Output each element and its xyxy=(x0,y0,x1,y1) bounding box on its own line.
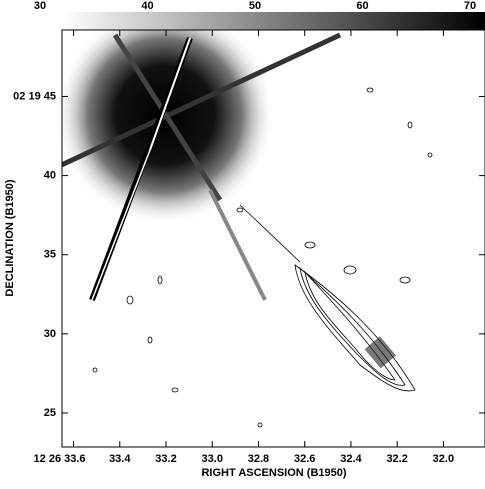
plot-frame xyxy=(61,29,485,448)
x-tick-label: 32.4 xyxy=(340,453,362,465)
colorbar-tick-label: 60 xyxy=(356,0,368,12)
x-tick-label: 33.2 xyxy=(155,453,176,465)
x-tick-label: 32.2 xyxy=(386,453,407,465)
x-tick-label: 33.4 xyxy=(109,453,131,465)
y-tick-label: 02 19 45 xyxy=(13,90,56,102)
y-tick-label: 40 xyxy=(44,170,56,182)
y-tick-label: 30 xyxy=(44,328,56,340)
colorbar-tick-label: 50 xyxy=(249,0,261,12)
y-tick-label: 25 xyxy=(44,407,56,419)
y-tick-label: 35 xyxy=(44,249,56,261)
colorbar-tick-label: 70 xyxy=(464,0,476,12)
x-tick-label: 12 26 33.6 xyxy=(34,453,86,465)
x-tick-label: 32.0 xyxy=(433,453,454,465)
x-tick-label: 33.0 xyxy=(202,453,223,465)
image xyxy=(62,30,433,428)
colorbar-tick-label: 30 xyxy=(34,0,46,12)
y-axis-label: DECLINATION (B1950) xyxy=(4,179,16,296)
x-axis-label: RIGHT ASCENSION (B1950) xyxy=(201,467,346,479)
x-tick-label: 32.6 xyxy=(294,453,315,465)
colorbar-tick-label: 40 xyxy=(141,0,153,12)
x-tick-label: 32.8 xyxy=(248,453,269,465)
colorbar xyxy=(62,12,485,30)
